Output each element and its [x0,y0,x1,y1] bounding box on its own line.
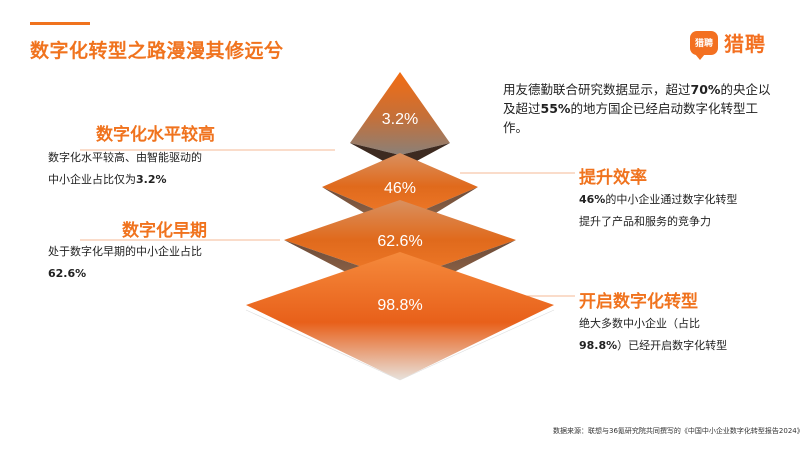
guide-line-5 [245,309,401,381]
data-source: 数据来源：联想与36氪研究院共同撰写的《中国中小企业数字化转型报告2024》 [553,427,800,435]
logo-badge-icon: 猎聘 [690,30,718,60]
page-title: 数字化转型之路漫漫其修远兮 [30,40,284,62]
pyramid-level-2 [322,153,478,220]
pyramid-label-62.6: 62.6% [377,233,422,250]
heading-efficiency: 提升效率 [579,168,647,188]
liepin-logo: 猎聘 猎聘 [690,28,766,60]
heading-start-transformation: 开启数字化转型 [579,292,698,312]
desc-efficiency: 46%的中小企业通过数字化转型 提升了产品和服务的竞争力 [579,193,738,228]
desc-early-stage: 处于数字化早期的中小企业占比 62.6% [48,245,202,280]
heading-high-digital: 数字化水平较高 [96,125,215,145]
heading-early-stage: 数字化早期 [122,221,207,241]
pyramid-label-3.2: 3.2% [382,111,418,128]
desc-start-transformation: 绝大多数中小企业（占比 98.8%）已经开启数字化转型 [579,317,728,352]
pyramid-level-1-top [350,72,450,155]
desc-high-digital: 数字化水平较高、由智能驱动的 中小企业占比仅为3.2% [48,151,202,186]
intro-text: 用友德勤联合研究数据显示，超过70%的央企以及超过55%的地方国企已经启动数字化… [503,82,771,135]
guide-line-6 [399,309,555,381]
pyramid-label-46: 46% [384,180,416,197]
logo-text: 猎聘 [724,32,766,56]
title-accent-bar [30,22,90,25]
pyramid-level-4 [246,252,554,380]
pyramid-label-98.8: 98.8% [377,297,422,314]
